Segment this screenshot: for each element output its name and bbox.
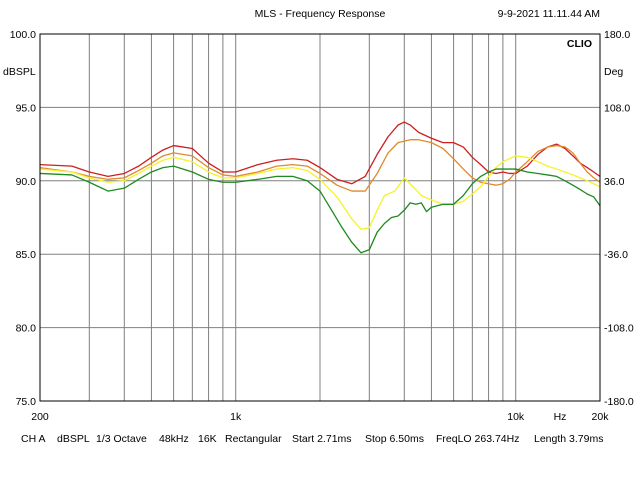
y-tick-label-right: 180.0 [604, 29, 630, 41]
tick-labels: 100.0 95.0 90.0 85.0 80.0 75.0 180.0 108.0 36.0 -… [10, 29, 634, 423]
footer-info: CH A dBSPL 1/3 Octave 48kHz 16K Rectangu… [21, 433, 603, 445]
footer-fft-size: 16K [198, 433, 217, 445]
y-tick-label-right: -36.0 [604, 249, 628, 261]
series-line-3 [39, 155, 601, 230]
y-tick-label-right: 36.0 [604, 176, 625, 188]
footer-unit: dBSPL [57, 433, 90, 445]
y-tick-label-right: 108.0 [604, 102, 630, 114]
series-line-1 [39, 121, 601, 185]
x-tick-label: 1k [230, 411, 242, 423]
x-tick-label: 200 [31, 411, 49, 423]
chart-title: MLS - Frequency Response [255, 8, 386, 20]
y-tick-label-left: 85.0 [16, 249, 37, 261]
clio-brand: CLIO [567, 38, 592, 50]
y-tick-label-right: -108.0 [604, 323, 634, 335]
x-axis-label: Hz [554, 411, 567, 423]
series-line-4 [39, 165, 601, 254]
y-tick-label-left: 90.0 [16, 176, 37, 188]
footer-window: Rectangular [225, 433, 282, 445]
footer-length: Length 3.79ms [534, 433, 603, 445]
series-line-2 [39, 139, 601, 192]
footer-stop: Stop 6.50ms [365, 433, 424, 445]
footer-sample-rate: 48kHz [159, 433, 189, 445]
series-layer [39, 121, 601, 254]
y-tick-label-left: 75.0 [16, 396, 37, 408]
x-tick-label: 10k [507, 411, 525, 423]
grid [40, 33, 600, 402]
y-tick-label-left: 95.0 [16, 102, 37, 114]
footer-start: Start 2.71ms [292, 433, 352, 445]
y-axis-label-left: dBSPL [3, 66, 36, 78]
timestamp: 9-9-2021 11.11.44 AM [498, 8, 600, 20]
footer-channel: CH A [21, 433, 46, 445]
plot-frame [39, 33, 601, 402]
y-tick-label-left: 100.0 [10, 29, 36, 41]
y-tick-label-left: 80.0 [16, 323, 37, 335]
footer-freqlo: FreqLO 263.74Hz [436, 433, 519, 445]
x-tick-label: 20k [592, 411, 610, 423]
y-tick-label-right: -180.0 [604, 396, 634, 408]
footer-smoothing: 1/3 Octave [96, 433, 147, 445]
y-axis-label-right: Deg [604, 66, 623, 78]
